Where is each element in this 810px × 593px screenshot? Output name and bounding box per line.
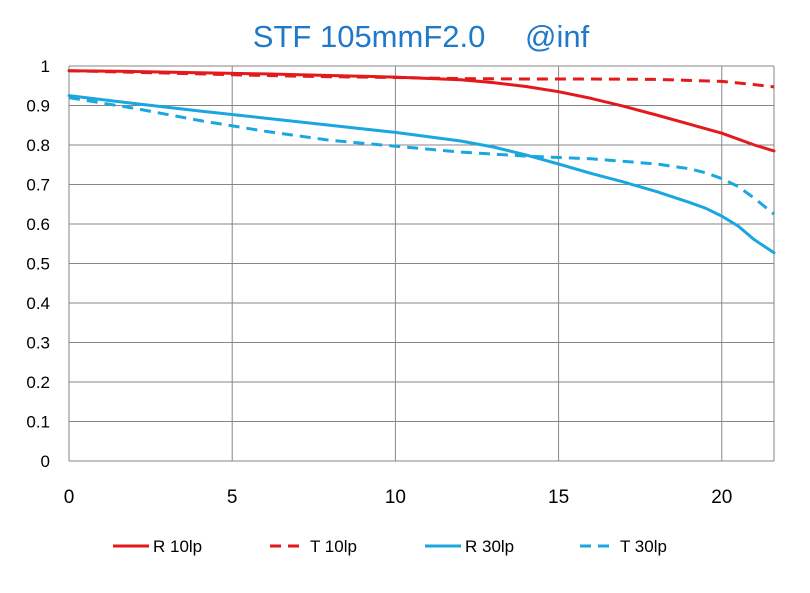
series-line-r-10lp [67, 69, 776, 153]
grid [68, 65, 775, 462]
legend-label: T 10lp [310, 537, 357, 556]
y-tick-label: 0.2 [26, 373, 50, 392]
y-tick-label: 0.7 [26, 176, 50, 195]
legend-label: T 30lp [620, 537, 667, 556]
y-tick-label: 0.9 [26, 97, 50, 116]
legend-label: R 30lp [465, 537, 514, 556]
y-tick-label: 0.6 [26, 215, 50, 234]
y-tick-label: 0.4 [26, 294, 50, 313]
y-tick-label: 0.8 [26, 136, 50, 155]
series-line-t-10lp [68, 69, 775, 89]
axes: 00.10.20.30.40.50.60.70.80.910 5 10 15 20 [26, 57, 732, 508]
y-tick-label: 1 [41, 57, 50, 76]
series-line-t-30lp [68, 96, 775, 216]
x-tick-label: 20 [711, 487, 732, 508]
legend: R 10lp T 10lp R 30lp T 30lp [113, 537, 667, 556]
legend-label: R 10lp [153, 537, 202, 556]
series-line-r-30lp [67, 94, 776, 255]
y-tick-label: 0.3 [26, 334, 50, 353]
x-tick-label: 0 [64, 487, 75, 508]
series-lines [67, 69, 776, 255]
y-tick-label: 0 [41, 452, 50, 471]
y-tick-label: 0.1 [26, 413, 50, 432]
x-tick-label: 5 [227, 487, 238, 508]
x-tick-label: 15 [548, 487, 569, 508]
x-tick-label: 10 [385, 487, 406, 508]
y-tick-label: 0.5 [26, 255, 50, 274]
chart-title: STF 105mmF2.0 @inf [253, 19, 590, 54]
